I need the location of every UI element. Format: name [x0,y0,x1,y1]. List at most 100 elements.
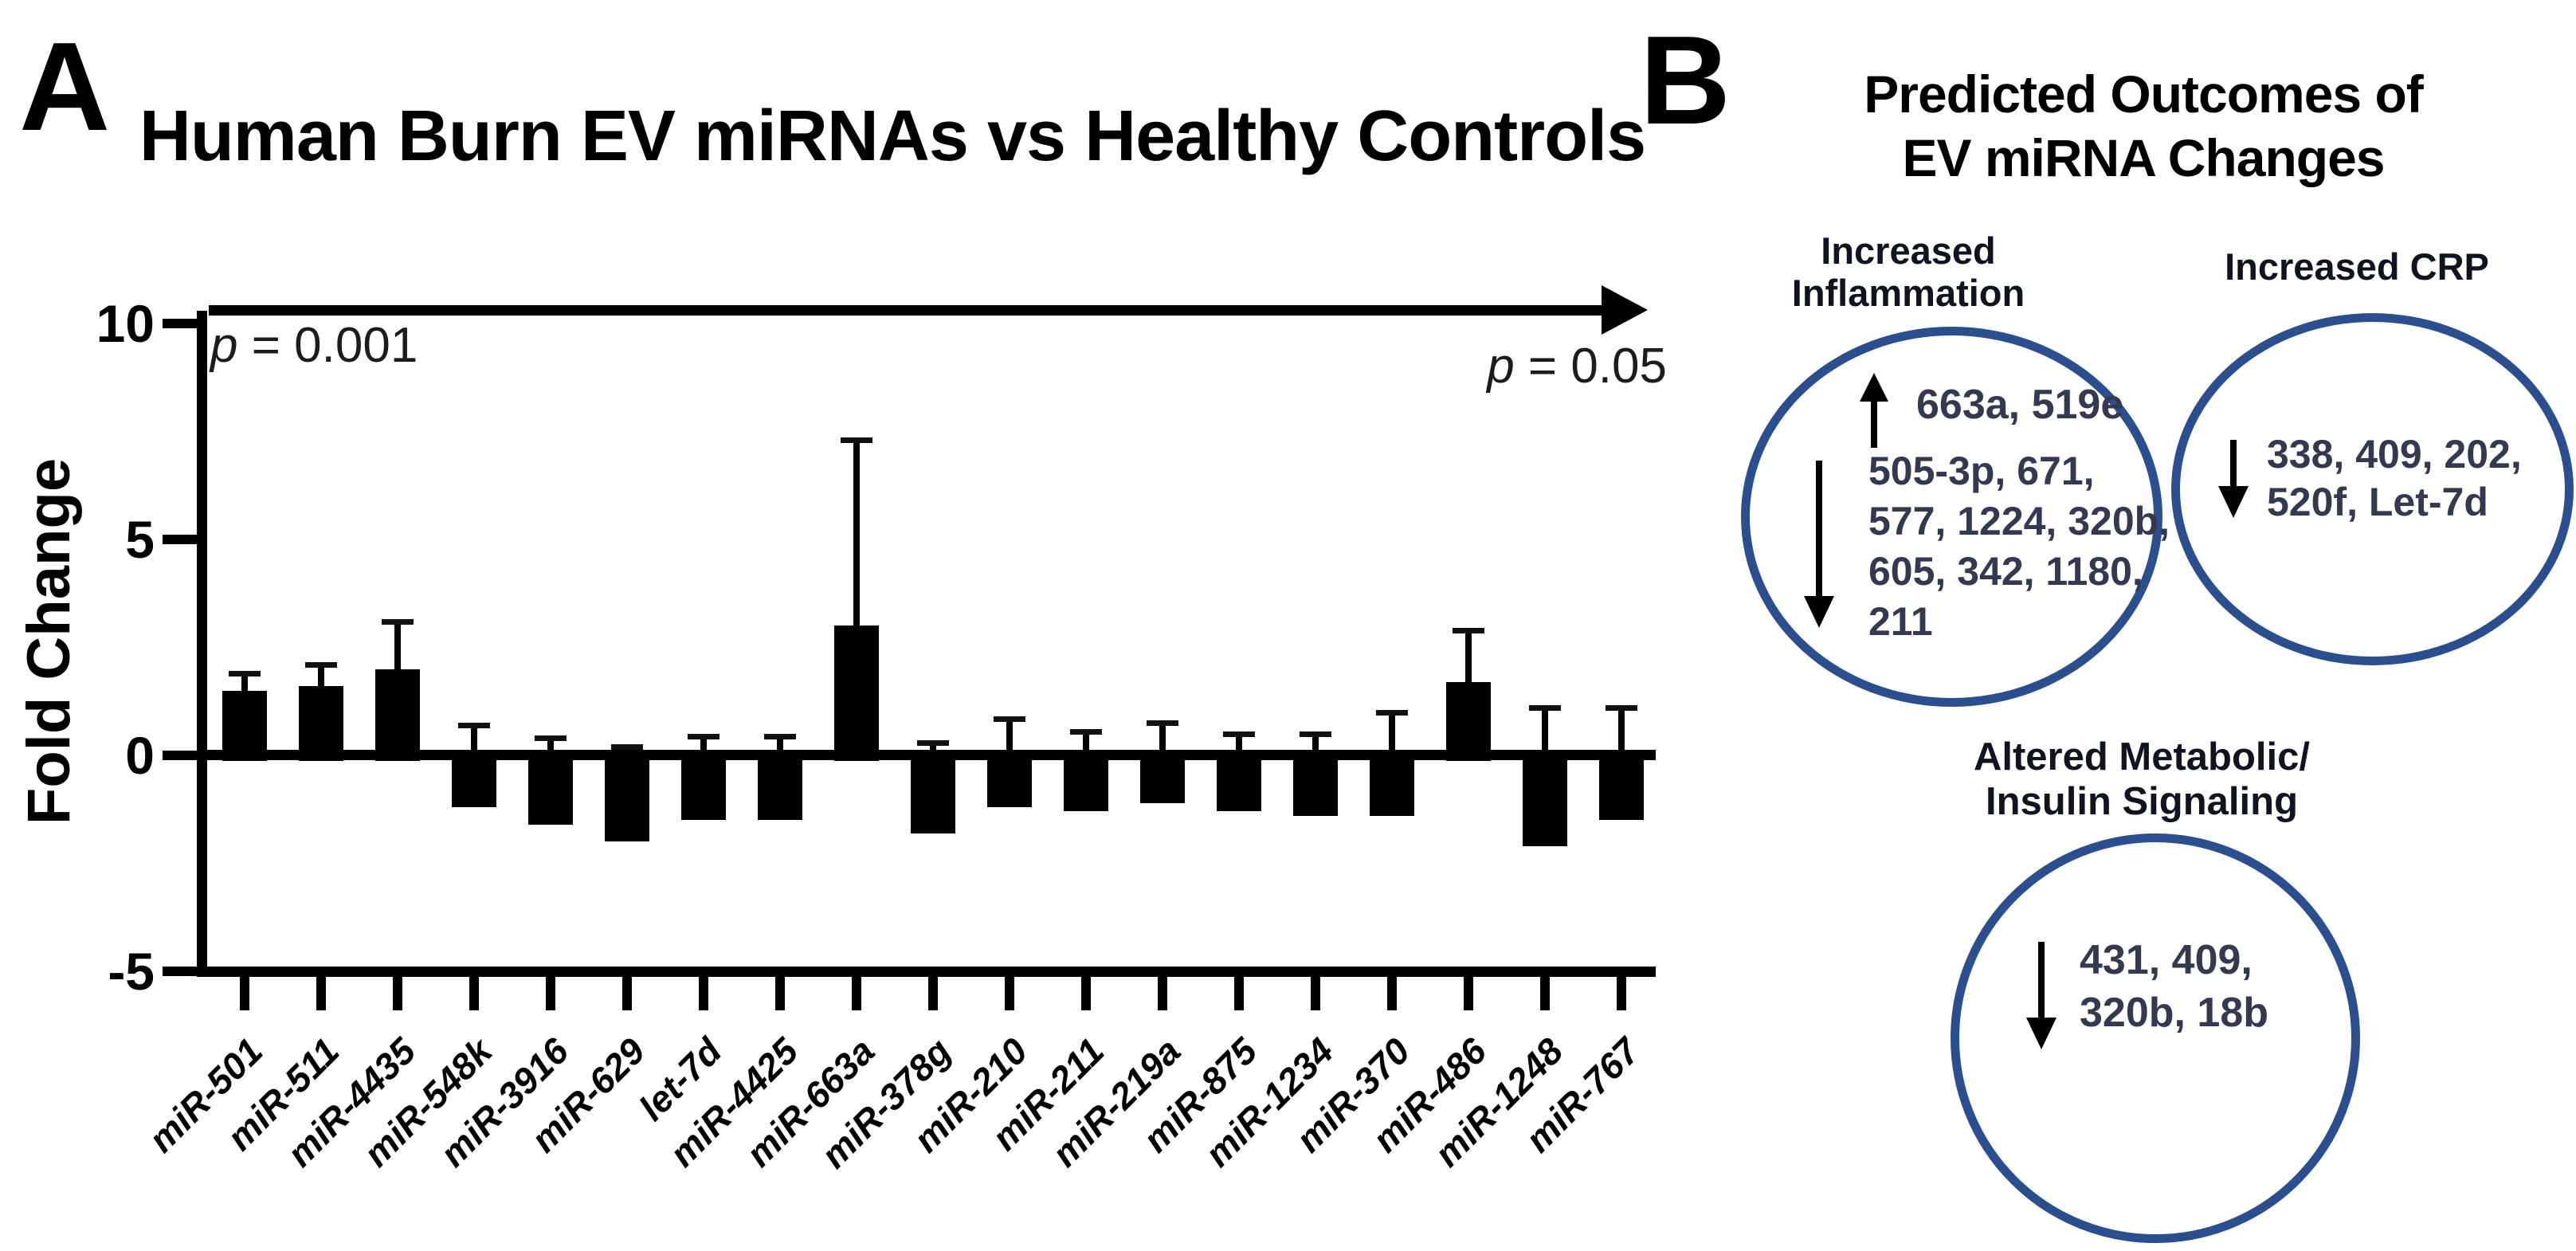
bar [452,751,496,808]
x-tick [928,977,938,1010]
y-tick [163,319,197,328]
down-arrow-icon [2230,440,2237,486]
bar [834,626,879,761]
mirna-line: 505-3p, 671, [1868,449,2095,493]
right-arrow-icon [1602,285,1648,335]
x-tick [1005,977,1014,1010]
bar [222,690,267,761]
mirna-line: 338, 409, 202, [2267,432,2522,476]
x-tick [240,977,249,1010]
circle-metabolic [1951,833,2360,1243]
error-bar-cap [917,739,949,746]
error-bar-cap [1223,731,1255,737]
error-bar-cap [1453,627,1484,633]
header-line: Insulin Signaling [1986,780,2298,823]
bar [375,669,420,761]
header-line: Altered Metabolic/ [1973,735,2311,778]
bar [1599,751,1644,821]
bar [758,751,802,821]
y-axis-line [197,311,207,977]
x-tick [1081,977,1091,1010]
panel-b-title-line1: Predicted Outcomes of [1864,65,2424,124]
bar [681,751,726,821]
y-tick-label: 0 [125,726,155,785]
x-tick [1617,977,1626,1010]
error-bar-cap [305,662,337,669]
chart-title: Human Burn EV miRNAs vs Healthy Controls [139,96,1646,176]
x-tick [1540,977,1550,1010]
bar [605,751,649,842]
bar [528,751,573,825]
error-bar-cap [1529,705,1561,712]
crp-down-mirnas: 338, 409, 202, 520f, Let-7d [2267,430,2522,526]
down-arrow-icon [1804,596,1834,628]
x-axis-baseline [197,967,1656,977]
y-tick [163,535,197,544]
bar [299,686,343,761]
error-bar-cap [1147,720,1178,727]
bar [1523,751,1567,846]
x-tick [1234,977,1244,1010]
group-header-crp: Increased CRP [2158,245,2556,288]
bar [1293,751,1338,816]
bar [1064,751,1108,812]
inflammation-down-mirnas: 505-3p, 671, 577, 1224, 320b, 605, 342, … [1868,446,2170,647]
up-arrow-icon [1860,373,1888,402]
error-bar [853,440,860,626]
error-bar-cap [841,437,872,444]
bar [1370,751,1414,816]
error-bar [241,673,248,691]
group-header-inflammation: Increased Inflammation [1709,229,2107,314]
down-arrow-icon [1816,461,1822,596]
down-arrow-icon [2218,486,2249,518]
mirna-line: 431, 409, [2080,937,2253,983]
x-tick [699,977,708,1010]
x-tick [546,977,555,1010]
mirna-line: 520f, Let-7d [2267,480,2488,524]
error-bar-cap [764,733,796,739]
x-tick [393,977,402,1010]
error-bar-cap [994,716,1025,722]
y-tick [163,967,197,976]
mirna-line: 605, 342, 1180, [1868,549,2143,594]
error-bar-cap [229,671,261,677]
circle-inflammation [1741,327,2162,707]
circle-crp [2171,313,2574,665]
p-left-label: p = 0.001 [210,318,418,373]
error-bar-cap [1070,729,1102,735]
y-tick-label: 10 [96,294,155,353]
up-arrow-icon [1871,398,1877,448]
mirna-line: 211 [1868,599,1933,644]
panel-b-label: B [1640,10,1731,151]
mirna-line: 577, 1224, 320b, [1868,499,2170,543]
error-bar [1465,629,1472,682]
bar [1446,681,1491,761]
x-tick [316,977,326,1010]
bar [911,751,955,833]
plot-area: 10 5 0 -5 miR-501 miR-511 miR-4435 miR-548k miR-… [96,294,1648,1176]
group-header-metabolic: Altered Metabolic/ Insulin Signaling [1919,735,2365,824]
header-line: Inflammation [1791,272,2025,314]
error-bar-cap [1376,709,1408,716]
error-bar [394,621,401,669]
y-tick-label: 5 [125,510,155,569]
error-bar-cap [1300,731,1331,737]
x-tick [469,977,479,1010]
x-tick [1158,977,1167,1010]
metabolic-down-mirnas: 431, 409, 320b, 18b [2080,934,2268,1039]
p-value-arrow-line [209,305,1603,316]
error-bar-cap [382,618,414,625]
error-bar [318,665,324,687]
y-tick-label: -5 [108,942,155,1001]
bar-chart: Fold Change p = 0.001 p = 0.05 10 5 0 -5 miR… [15,285,1667,1176]
x-tick [852,977,861,1010]
inflammation-up-mirnas: 663a, 519e [1916,382,2124,428]
x-tick [1464,977,1473,1010]
error-bar-cap [458,723,490,729]
header-line: Increased [1821,229,1996,272]
x-tick [622,977,632,1010]
down-arrow-icon [2026,1018,2056,1049]
x-tick [1311,977,1320,1010]
header-line: Increased CRP [2225,245,2489,288]
panel-b-title-line2: EV miRNA Changes [1902,128,2385,187]
